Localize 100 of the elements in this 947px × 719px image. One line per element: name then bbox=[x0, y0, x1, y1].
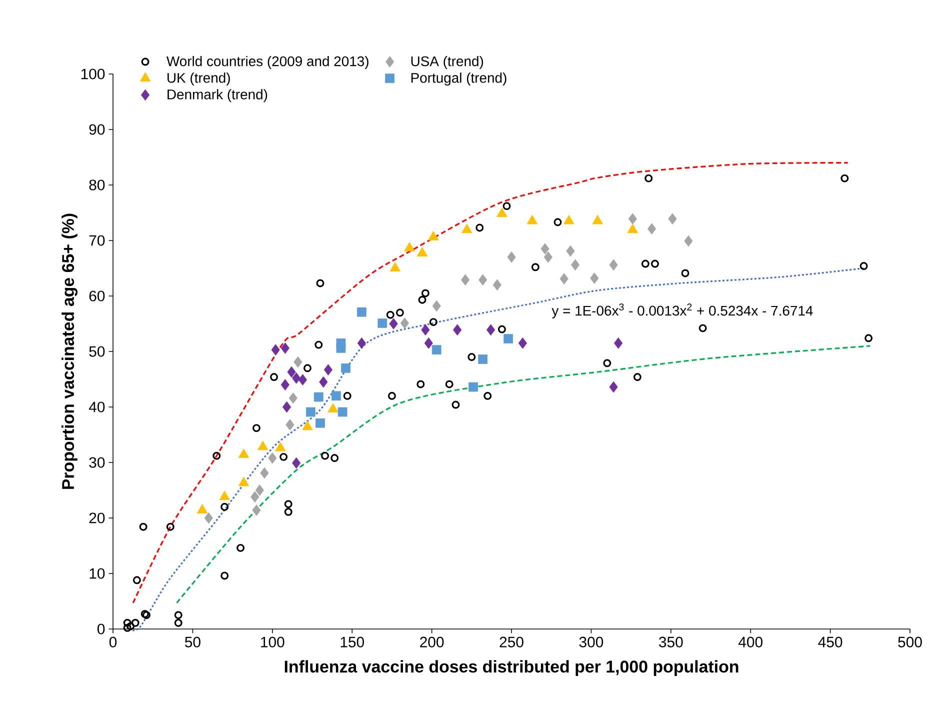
point bbox=[492, 279, 502, 291]
point bbox=[633, 373, 642, 381]
point bbox=[462, 224, 472, 234]
legend-label: USA (trend) bbox=[411, 56, 484, 69]
point bbox=[196, 504, 208, 514]
point bbox=[698, 324, 707, 332]
point bbox=[338, 407, 348, 417]
point bbox=[460, 274, 470, 286]
point bbox=[219, 490, 230, 500]
x-tick-label: 400 bbox=[738, 636, 762, 648]
point bbox=[280, 342, 290, 354]
point bbox=[476, 224, 484, 232]
point bbox=[268, 452, 277, 464]
x-axis-title: Influenza vaccine doses distributed per 1,000 population bbox=[284, 660, 738, 676]
point bbox=[204, 512, 213, 524]
point bbox=[292, 457, 301, 469]
point bbox=[684, 235, 693, 247]
point bbox=[303, 364, 312, 372]
point bbox=[284, 500, 292, 508]
point bbox=[432, 345, 442, 354]
y-tick-label: 0 bbox=[98, 624, 105, 634]
annotation: y = 1E-06x$^{3}$ - 0.0013x$^{2}$ + 0.5234x - 7.6714 bbox=[552, 304, 813, 318]
point bbox=[478, 354, 488, 364]
point bbox=[356, 307, 366, 317]
point bbox=[668, 213, 677, 225]
point bbox=[570, 259, 580, 271]
point bbox=[126, 622, 135, 630]
point bbox=[386, 310, 394, 319]
point bbox=[504, 334, 514, 344]
y-tick-label: 100 bbox=[81, 68, 105, 80]
point bbox=[220, 502, 229, 511]
point bbox=[468, 382, 478, 392]
y-tick-label: 80 bbox=[89, 180, 105, 190]
point bbox=[496, 208, 508, 218]
point bbox=[560, 273, 568, 284]
point bbox=[388, 392, 396, 400]
y-tick-label: 50 bbox=[89, 346, 105, 357]
point bbox=[544, 251, 552, 263]
point bbox=[478, 274, 488, 286]
point bbox=[452, 400, 460, 409]
y-tick-label: 30 bbox=[89, 457, 105, 468]
point bbox=[236, 544, 245, 552]
point bbox=[314, 340, 323, 349]
point bbox=[250, 491, 260, 503]
point bbox=[302, 420, 313, 430]
point bbox=[286, 419, 294, 430]
point bbox=[238, 476, 250, 486]
point bbox=[609, 381, 618, 393]
point bbox=[298, 374, 308, 386]
point bbox=[319, 376, 328, 388]
point bbox=[294, 356, 302, 368]
point bbox=[864, 334, 873, 342]
point bbox=[220, 572, 229, 580]
y-tick-label: 60 bbox=[89, 290, 105, 302]
point bbox=[306, 407, 316, 417]
y-axis-title: Proportion vaccinated age 65+ (%) bbox=[62, 214, 78, 489]
point bbox=[174, 618, 182, 627]
point bbox=[314, 392, 324, 402]
y-tick-label: 70 bbox=[89, 235, 105, 246]
point bbox=[400, 317, 410, 329]
point bbox=[139, 522, 148, 531]
x-tick-label: 50 bbox=[184, 636, 200, 648]
point bbox=[131, 618, 140, 627]
point bbox=[429, 318, 438, 326]
point bbox=[590, 272, 599, 284]
point bbox=[271, 344, 280, 356]
point bbox=[255, 484, 264, 496]
legend-label: Portugal (trend) bbox=[411, 72, 506, 86]
point bbox=[644, 174, 653, 182]
x-tick-label: 450 bbox=[818, 636, 842, 648]
point bbox=[341, 363, 350, 373]
point bbox=[416, 247, 428, 256]
y-tick-label: 10 bbox=[90, 568, 105, 579]
x-tick-label: 300 bbox=[579, 636, 604, 648]
x-tick-label: 200 bbox=[420, 636, 444, 648]
point bbox=[860, 262, 868, 270]
point bbox=[641, 260, 650, 268]
point bbox=[174, 611, 182, 620]
point bbox=[502, 202, 511, 210]
point bbox=[681, 269, 690, 278]
y-tick-label: 40 bbox=[88, 402, 105, 412]
point bbox=[166, 522, 174, 531]
point bbox=[424, 337, 433, 349]
point bbox=[336, 338, 346, 348]
point bbox=[432, 300, 441, 312]
point bbox=[526, 214, 538, 224]
point bbox=[614, 337, 623, 349]
point bbox=[275, 442, 286, 452]
point bbox=[132, 576, 141, 584]
point bbox=[252, 504, 261, 516]
point bbox=[396, 308, 404, 317]
point bbox=[650, 260, 659, 268]
point bbox=[390, 262, 401, 272]
point bbox=[609, 259, 618, 271]
point bbox=[486, 324, 496, 336]
point bbox=[647, 223, 656, 235]
point bbox=[282, 401, 292, 413]
point bbox=[270, 373, 278, 381]
point bbox=[287, 366, 296, 378]
point bbox=[554, 218, 562, 226]
